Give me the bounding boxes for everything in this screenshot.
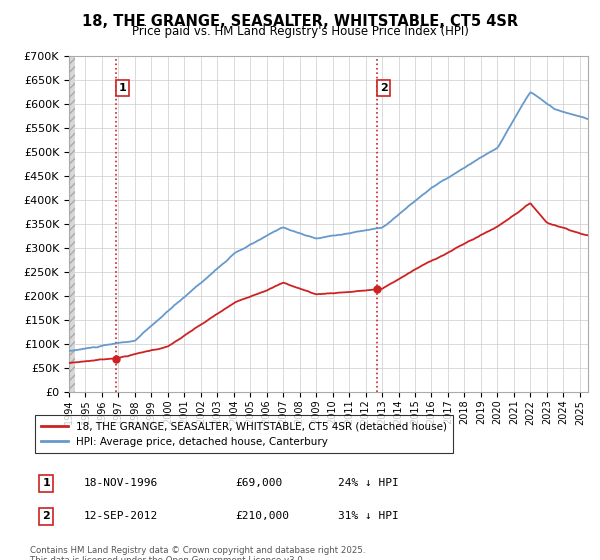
Text: Contains HM Land Registry data © Crown copyright and database right 2025.
This d: Contains HM Land Registry data © Crown c… xyxy=(30,546,365,560)
Text: 31% ↓ HPI: 31% ↓ HPI xyxy=(338,511,398,521)
Text: 1: 1 xyxy=(119,83,127,93)
Legend: 18, THE GRANGE, SEASALTER, WHITSTABLE, CT5 4SR (detached house), HPI: Average pr: 18, THE GRANGE, SEASALTER, WHITSTABLE, C… xyxy=(35,415,453,453)
Text: £210,000: £210,000 xyxy=(235,511,289,521)
Text: 18-NOV-1996: 18-NOV-1996 xyxy=(84,478,158,488)
Text: Price paid vs. HM Land Registry's House Price Index (HPI): Price paid vs. HM Land Registry's House … xyxy=(131,25,469,38)
Bar xyxy=(69,56,75,392)
Text: 2: 2 xyxy=(380,83,388,93)
Text: £69,000: £69,000 xyxy=(235,478,283,488)
Text: 18, THE GRANGE, SEASALTER, WHITSTABLE, CT5 4SR: 18, THE GRANGE, SEASALTER, WHITSTABLE, C… xyxy=(82,14,518,29)
Text: 24% ↓ HPI: 24% ↓ HPI xyxy=(338,478,398,488)
Text: 1: 1 xyxy=(43,478,50,488)
Text: 12-SEP-2012: 12-SEP-2012 xyxy=(84,511,158,521)
Text: 2: 2 xyxy=(43,511,50,521)
